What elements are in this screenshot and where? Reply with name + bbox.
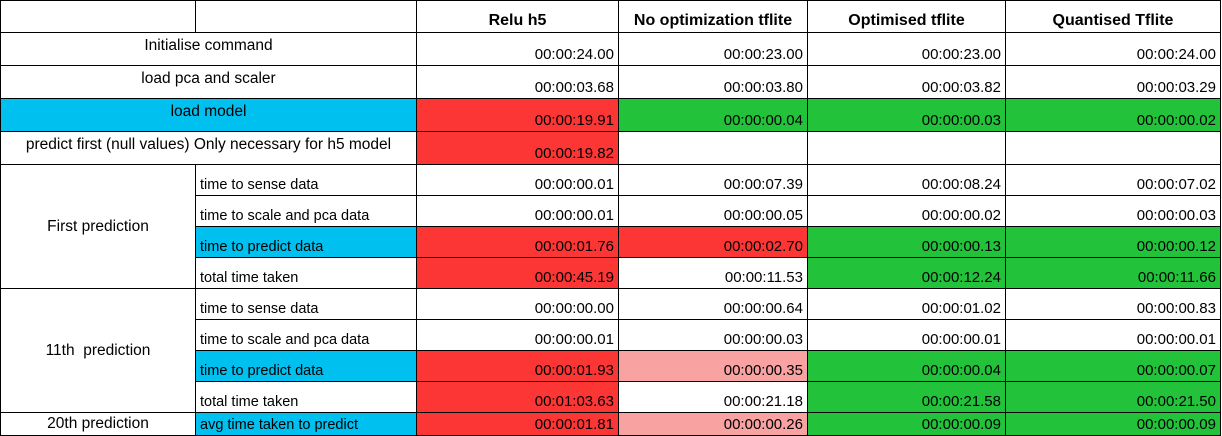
header-row: Relu h5 No optimization tflite Optimised… [0, 0, 1221, 33]
cell-value: 00:00:21.58 [807, 381, 1006, 413]
row-label: load model [0, 98, 417, 132]
cell-value: 00:01:03.63 [416, 381, 619, 413]
cell-value [807, 131, 1006, 165]
table-row-load-model: load model 00:00:19.91 00:00:00.04 00:00… [0, 98, 1221, 132]
cell-value: 00:00:01.93 [416, 350, 619, 382]
table-row-predict-first: predict first (null values) Only necessa… [0, 131, 1221, 165]
cell-value: 00:00:01.81 [416, 412, 619, 436]
cell-value [618, 131, 808, 165]
cell-value: 00:00:00.04 [807, 350, 1006, 382]
table-row: time to scale and pca data 00:00:00.01 0… [1, 195, 1221, 227]
table-row-load-pca: load pca and scaler 00:00:03.68 00:00:03… [0, 65, 1221, 99]
table-row: 11th prediction time to sense data 00:00… [0, 288, 1221, 413]
row-label: Initialise command [0, 32, 417, 66]
cell-value: 00:00:00.00 [416, 288, 619, 320]
group-label-20th-prediction: 20th prediction [0, 412, 196, 436]
cell-value: 00:00:00.01 [807, 319, 1006, 351]
table-row-initialise: Initialise command 00:00:24.00 00:00:23.… [0, 32, 1221, 66]
row-label: time to sense data [195, 288, 417, 320]
cell-value: 00:00:21.50 [1005, 381, 1221, 413]
header-no-optimization-tflite: No optimization tflite [618, 0, 808, 33]
cell-value: 00:00:00.02 [807, 195, 1006, 227]
cell-value: 00:00:11.66 [1005, 257, 1221, 289]
cell-value: 00:00:03.80 [618, 65, 808, 99]
cell-value: 00:00:00.01 [416, 164, 619, 196]
cell-value: 00:00:00.12 [1005, 226, 1221, 258]
cell-value: 00:00:00.09 [807, 412, 1006, 436]
row-label: total time taken [195, 257, 417, 289]
row-label: time to scale and pca data [195, 195, 417, 227]
table-row: time to predict data 00:00:01.93 00:00:0… [1, 350, 1221, 382]
cell-value: 00:00:00.01 [1005, 319, 1221, 351]
row-label: time to predict data [195, 350, 417, 382]
table-row: total time taken 00:00:45.19 00:00:11.53… [1, 257, 1221, 289]
cell-value: 00:00:19.82 [416, 131, 619, 165]
header-empty-cell [0, 0, 196, 33]
header-quantised-tflite: Quantised Tflite [1005, 0, 1221, 33]
cell-value [1005, 131, 1221, 165]
cell-value: 00:00:00.05 [618, 195, 808, 227]
cell-value: 00:00:00.01 [416, 319, 619, 351]
row-label: total time taken [195, 381, 417, 413]
row-label: time to scale and pca data [195, 319, 417, 351]
group-label-11th-prediction: 11th prediction [0, 288, 196, 413]
cell-value: 00:00:45.19 [416, 257, 619, 289]
row-label: predict first (null values) Only necessa… [0, 131, 417, 165]
cell-value: 00:00:24.00 [1005, 32, 1221, 66]
table-row: time to predict data 00:00:01.76 00:00:0… [1, 226, 1221, 258]
cell-value: 00:00:03.29 [1005, 65, 1221, 99]
cell-value: 00:00:01.02 [807, 288, 1006, 320]
row-label: avg time taken to predict [195, 412, 417, 436]
cell-value: 00:00:00.13 [807, 226, 1006, 258]
cell-value: 00:00:00.01 [416, 195, 619, 227]
cell-value: 00:00:02.70 [618, 226, 808, 258]
cell-value: 00:00:08.24 [807, 164, 1006, 196]
cell-value: 00:00:00.04 [618, 98, 808, 132]
cell-value: 00:00:00.83 [1005, 288, 1221, 320]
cell-value: 00:00:11.53 [618, 257, 808, 289]
header-relu-h5: Relu h5 [416, 0, 619, 33]
cell-value: 00:00:00.03 [1005, 195, 1221, 227]
row-label: load pca and scaler [0, 65, 417, 99]
table-row: time to scale and pca data 00:00:00.01 0… [1, 319, 1221, 351]
cell-value: 00:00:00.09 [1005, 412, 1221, 436]
header-empty-cell [195, 0, 417, 33]
cell-value: 00:00:23.00 [618, 32, 808, 66]
cell-value: 00:00:23.00 [807, 32, 1006, 66]
cell-value: 00:00:12.24 [807, 257, 1006, 289]
cell-value: 00:00:00.07 [1005, 350, 1221, 382]
cell-value: 00:00:21.18 [618, 381, 808, 413]
cell-value: 00:00:00.02 [1005, 98, 1221, 132]
cell-value: 00:00:07.02 [1005, 164, 1221, 196]
cell-value: 00:00:03.68 [416, 65, 619, 99]
cell-value: 00:00:00.64 [618, 288, 808, 320]
cell-value: 00:00:00.03 [618, 319, 808, 351]
cell-value: 00:00:19.91 [416, 98, 619, 132]
cell-value: 00:00:07.39 [618, 164, 808, 196]
cell-value: 00:00:03.82 [807, 65, 1006, 99]
table-row: First prediction time to sense data 00:0… [0, 164, 1221, 289]
row-label: time to sense data [195, 164, 417, 196]
cell-value: 00:00:00.03 [807, 98, 1006, 132]
cell-value: 00:00:24.00 [416, 32, 619, 66]
header-optimised-tflite: Optimised tflite [807, 0, 1006, 33]
cell-value: 00:00:00.26 [618, 412, 808, 436]
table-row-20th: 20th prediction avg time taken to predic… [0, 412, 1221, 436]
row-label: time to predict data [195, 226, 417, 258]
group-label-first-prediction: First prediction [0, 164, 196, 289]
cell-value: 00:00:01.76 [416, 226, 619, 258]
cell-value: 00:00:00.35 [618, 350, 808, 382]
